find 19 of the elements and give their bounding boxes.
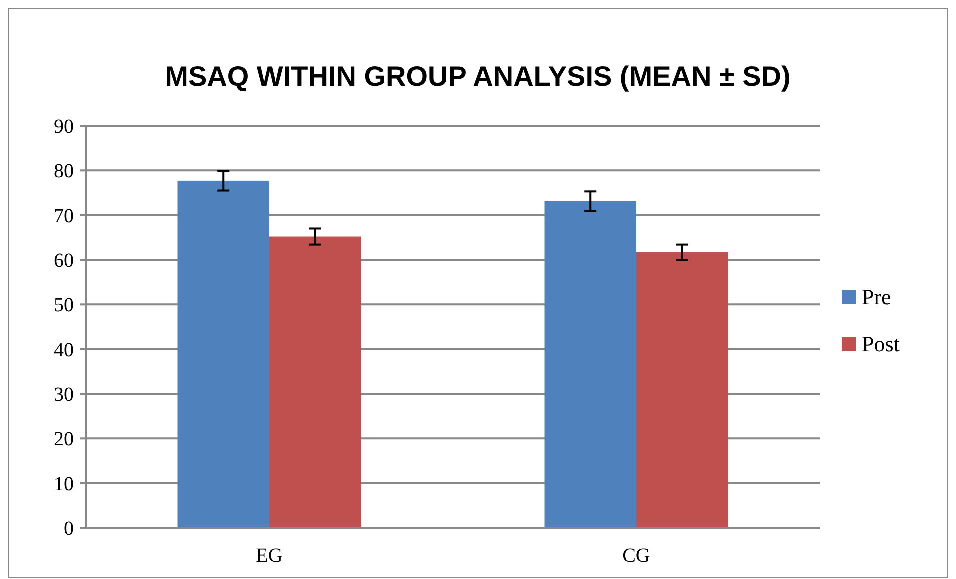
y-tick-label: 20 xyxy=(54,428,74,451)
legend-label: Pre xyxy=(862,284,892,310)
chart-title: MSAQ WITHIN GROUP ANALYSIS (MEAN ± SD) xyxy=(165,61,791,92)
legend-label: Post xyxy=(862,332,900,357)
y-tick-label: 10 xyxy=(54,473,74,496)
y-tick-label: 60 xyxy=(54,250,74,272)
x-tick-label: EG xyxy=(256,545,283,567)
bar xyxy=(178,180,270,528)
bar xyxy=(270,236,362,528)
bar xyxy=(636,252,728,528)
bar xyxy=(544,201,636,528)
y-tick-label: 40 xyxy=(54,339,74,362)
y-tick-label: 90 xyxy=(54,116,74,138)
y-tick-label: 80 xyxy=(54,160,74,183)
y-tick-label: 70 xyxy=(54,205,74,228)
y-tick-label: 50 xyxy=(54,294,74,317)
y-tick-label: 30 xyxy=(54,384,74,406)
y-tick-label: 0 xyxy=(64,518,74,540)
x-tick-label: CG xyxy=(622,545,650,567)
